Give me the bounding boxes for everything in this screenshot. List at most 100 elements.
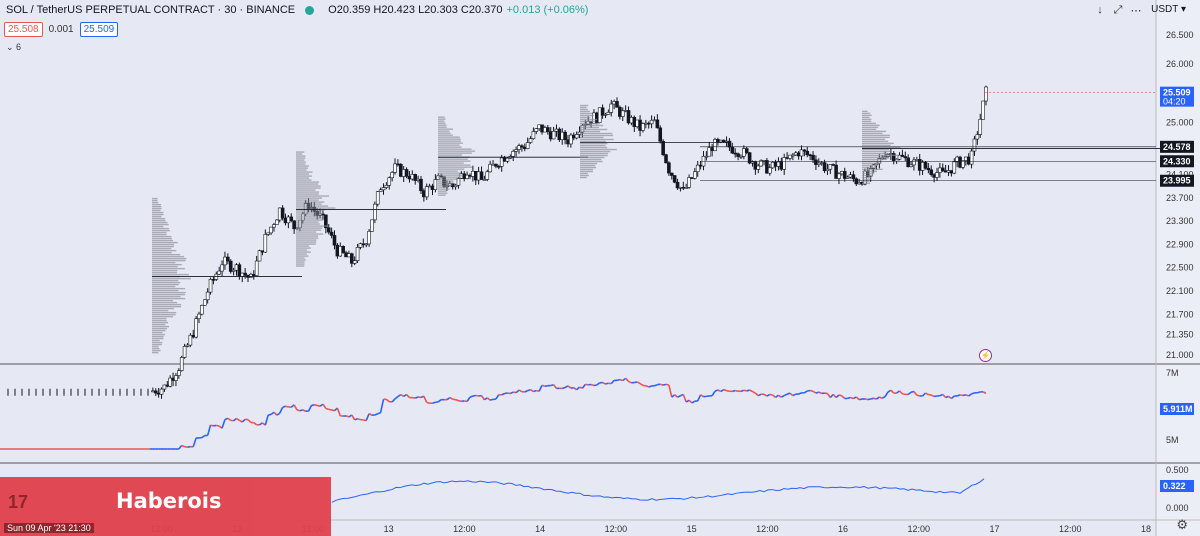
candle-body: [940, 167, 945, 172]
volume-profile-bar: [152, 197, 158, 200]
settings-icon[interactable]: ⚙: [1176, 517, 1188, 532]
buy-button[interactable]: 25.509: [79, 22, 119, 37]
candle-body: [358, 243, 363, 248]
y-tick-label: 23.700: [1166, 193, 1194, 203]
volume-profile-bar: [580, 148, 617, 151]
volume-profile-bar: [296, 191, 320, 193]
volume-segment: [552, 384, 558, 389]
candle-body: [828, 164, 833, 170]
volume-segment: [602, 381, 606, 385]
more-icon[interactable]: ⋯: [1130, 5, 1142, 17]
volume-segment: [483, 397, 488, 401]
volume-profile-bar: [438, 116, 445, 118]
candle-body: [375, 191, 380, 205]
y-tick-label: 7M: [1166, 368, 1179, 378]
candle-body: [373, 203, 377, 221]
candle-body: [984, 86, 988, 102]
flash-icon[interactable]: ⚡: [979, 349, 992, 362]
volume-profile-bar: [580, 112, 592, 115]
volume-segment: [357, 417, 361, 421]
volume-profile-bar: [296, 237, 319, 239]
volume-segment: [660, 383, 664, 386]
candle-body: [606, 112, 611, 115]
volume-segment: [331, 409, 335, 412]
market-open-indicator: [305, 5, 315, 15]
volume-segment: [945, 395, 949, 399]
volume-profile-bar: [152, 267, 185, 270]
candle-body: [531, 131, 536, 139]
indicator-toggle[interactable]: ⌄ 6: [6, 42, 22, 52]
volume-profile-bar: [296, 211, 322, 213]
candle-body: [961, 160, 965, 168]
candle-body: [770, 161, 775, 169]
volume-profile-bar: [580, 154, 608, 157]
volume-segment: [317, 404, 321, 407]
volume-profile-bar: [152, 263, 182, 266]
candle-body: [479, 171, 484, 180]
volume-profile-bar: [152, 345, 159, 348]
volume-profile-bar: [296, 221, 319, 223]
candle-body: [739, 155, 743, 158]
volume-segment: [714, 389, 719, 392]
volume-segment: [792, 393, 797, 397]
volume-segment: [446, 396, 451, 401]
candle-body: [401, 169, 406, 177]
candle-body: [266, 232, 270, 235]
volume-profile-bar: [438, 128, 453, 130]
candle-body: [597, 107, 602, 123]
candle-body: [615, 101, 619, 108]
volume-segment: [855, 396, 860, 401]
volume-segment: [682, 394, 687, 403]
candle-body: [906, 157, 910, 168]
candle-body: [756, 165, 761, 170]
volume-profile-bar: [862, 150, 891, 153]
currency-selector[interactable]: USDT ▾: [1151, 4, 1186, 15]
candle-body: [324, 214, 328, 229]
volume-segment: [501, 392, 505, 396]
volume-segment: [674, 394, 679, 398]
volume-profile-bar: [296, 167, 308, 169]
volume-segment: [319, 403, 324, 407]
candle-body: [796, 152, 801, 157]
volume-profile-bar: [580, 142, 608, 145]
volume-profile-bar: [296, 245, 310, 247]
volume-segment: [665, 383, 670, 386]
volume-profile-bar: [152, 279, 179, 282]
volume-profile-bar: [580, 138, 614, 141]
volume-profile-bar: [580, 114, 595, 117]
volume-profile-bar: [438, 154, 462, 156]
volume-segment: [867, 398, 871, 401]
volume-profile-bar: [580, 118, 598, 121]
candle-body: [251, 273, 256, 276]
volume-segment: [538, 384, 543, 392]
volume-segment: [365, 413, 370, 421]
candle-body: [151, 390, 155, 393]
candle-body: [223, 256, 227, 266]
volume-profile-bar: [862, 134, 890, 137]
sell-button[interactable]: 25.508: [4, 22, 43, 37]
arrow-down-icon[interactable]: ↓: [1097, 4, 1103, 16]
volume-profile-bar: [438, 184, 453, 186]
volume-segment: [437, 399, 442, 403]
volume-profile-bar: [580, 168, 594, 171]
candle-body: [462, 173, 467, 180]
fullscreen-icon[interactable]: ⤢: [1113, 4, 1123, 16]
volume-profile-bar: [438, 176, 462, 178]
volume-segment: [763, 393, 768, 397]
volume-profile-bar: [438, 132, 451, 134]
volume-profile-bar: [152, 333, 165, 336]
candle-body: [652, 119, 657, 122]
volume-profile-bar: [152, 223, 169, 226]
open-value: O20.359: [328, 4, 371, 16]
volume-profile-bar: [438, 166, 472, 168]
volume-segment: [296, 409, 301, 412]
volume-segment: [325, 407, 329, 411]
candle-body: [390, 172, 394, 179]
volume-profile-bar: [438, 130, 450, 132]
volume-profile-bar: [862, 140, 889, 143]
symbol-title[interactable]: SOL / TetherUS PERPETUAL CONTRACT · 30 ·…: [6, 4, 296, 16]
candle-body: [419, 178, 423, 192]
candle-body: [840, 171, 844, 175]
y-tick-label: 21.700: [1166, 309, 1194, 319]
